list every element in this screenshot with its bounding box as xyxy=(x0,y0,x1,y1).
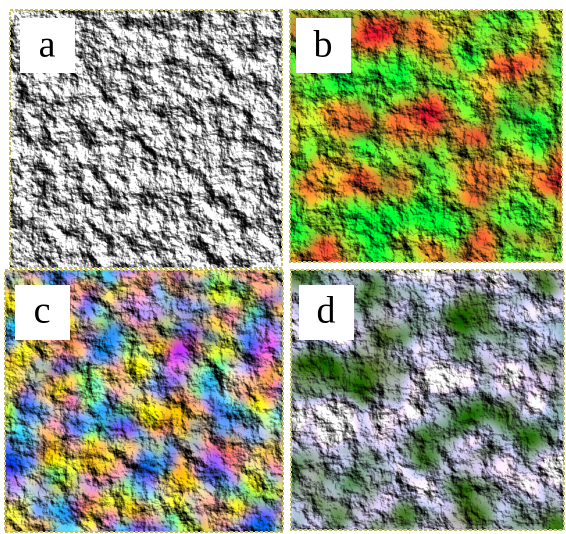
figure: a b c d xyxy=(0,0,566,534)
panel-label: b xyxy=(314,24,333,66)
panel-label: c xyxy=(34,290,51,332)
panel-label: d xyxy=(317,290,336,332)
panel-label: a xyxy=(39,24,56,66)
